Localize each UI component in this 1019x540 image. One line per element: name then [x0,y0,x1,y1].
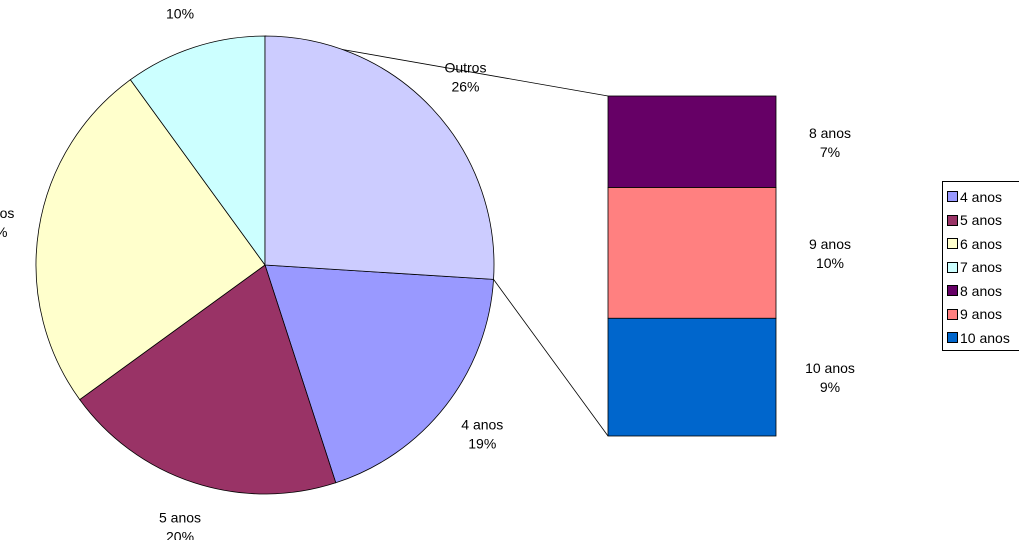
legend-label: 8 anos [960,283,1002,299]
legend-label: 7 anos [960,259,1002,275]
bar-segment-9-anos [608,188,776,319]
pie-data-label: 6 anos25% [0,205,14,240]
legend-item-7-anos: 7 anos [947,256,1019,280]
legend-item-9-anos: 9 anos [947,303,1019,327]
legend-swatch [947,262,958,273]
pie-slices [36,36,494,494]
legend-swatch [947,332,958,343]
legend-item-10-anos: 10 anos [947,326,1019,350]
legend-swatch [947,238,958,249]
bar-data-label: 9 anos 10% [809,236,851,271]
legend: 4 anos 5 anos 6 anos 7 anos 8 anos 9 anos 10 a… [942,181,1019,351]
legend-item-5-anos: 5 anos [947,209,1019,233]
legend-item-6-anos: 6 anos [947,232,1019,256]
bar-segment-8-anos [608,96,776,188]
pie-data-label: 5 anos 20% [159,510,201,540]
pie-data-label: 4 anos 19% [461,417,503,452]
legend-label: 5 anos [960,212,1002,228]
legend-item-8-anos: 8 anos [947,279,1019,303]
bar-data-label: 10 anos 9% [805,360,855,395]
pie-data-label: Outros 26% [444,60,486,95]
bar-data-label: 8 anos 7% [809,125,851,160]
legend-label: 6 anos [960,236,1002,252]
bar-labels: 8 anos 7% 9 anos 10% 10 anos 9% [805,125,855,395]
legend-label: 10 anos [960,330,1010,346]
bar-segment-10-anos [608,318,776,436]
legend-label: 4 anos [960,189,1002,205]
bar-segments [608,96,776,436]
legend-swatch [947,309,958,320]
legend-label: 9 anos [960,306,1002,322]
legend-swatch [947,285,958,296]
legend-swatch [947,191,958,202]
connector-line-bottom [494,279,608,436]
legend-item-4-anos: 4 anos [947,185,1019,209]
legend-swatch [947,215,958,226]
